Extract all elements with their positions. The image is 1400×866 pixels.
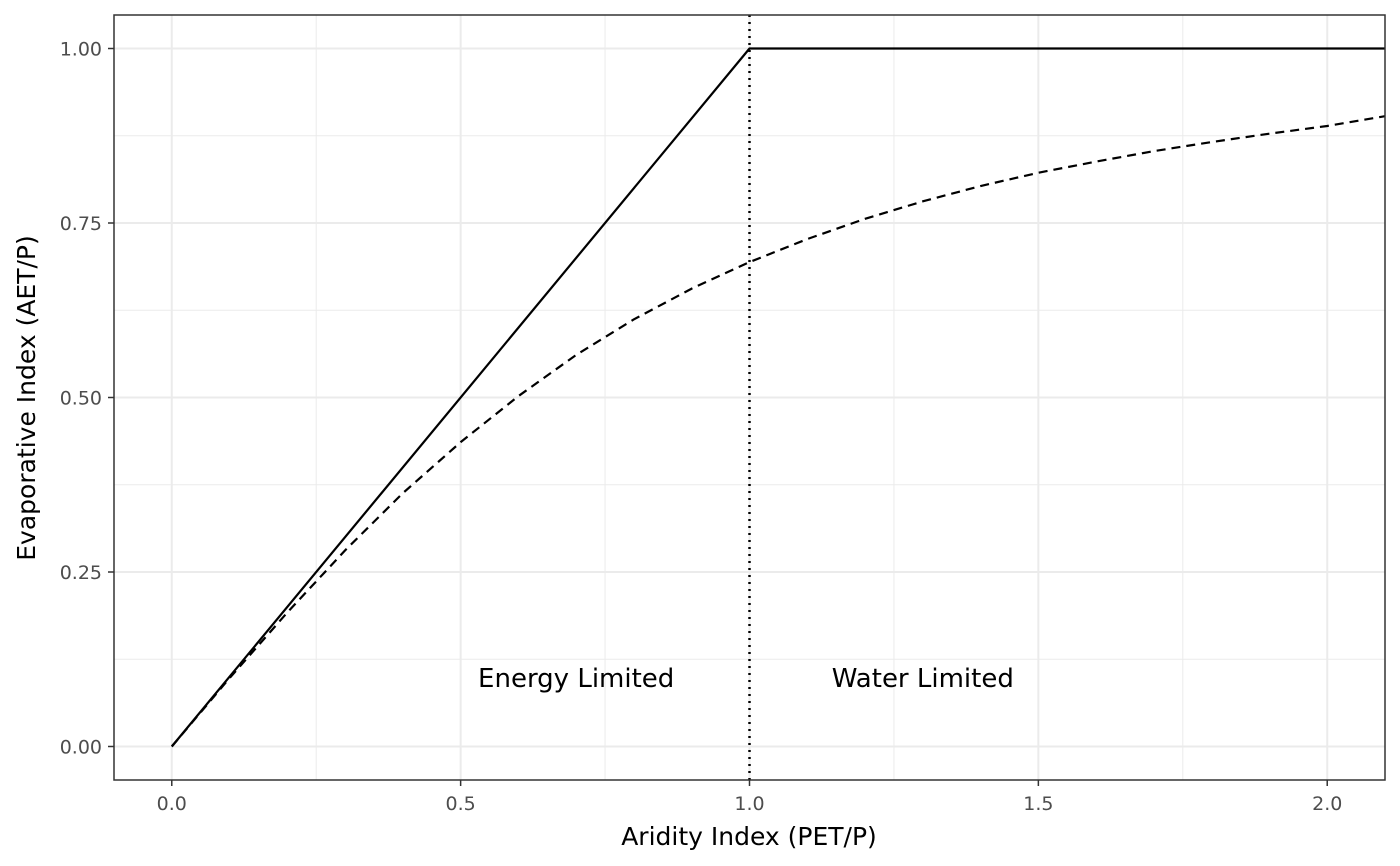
series-layer bbox=[170, 15, 1386, 780]
y-tick-label: 0.25 bbox=[60, 562, 102, 584]
y-tick-label: 0.50 bbox=[60, 388, 102, 410]
x-tick-label: 2.0 bbox=[1312, 793, 1342, 815]
y-tick-label: 0.75 bbox=[60, 213, 102, 235]
x-axis-title: Aridity Index (PET/P) bbox=[621, 822, 877, 851]
dashed-curve-line bbox=[170, 115, 1386, 748]
x-tick-label: 1.5 bbox=[1023, 793, 1053, 815]
y-tick-label: 1.00 bbox=[60, 39, 102, 61]
x-axis-ticks: 0.0 0.5 1.0 1.5 2.0 bbox=[157, 780, 1342, 815]
solid-limit-line bbox=[170, 47, 1385, 748]
annotation-layer: Energy Limited Water Limited bbox=[478, 664, 1014, 694]
y-axis-ticks: 0.00 0.25 0.50 0.75 1.00 bbox=[60, 39, 114, 758]
annotation-label: Energy Limited bbox=[478, 664, 674, 694]
y-axis-title: Evaporative Index (AET/P) bbox=[12, 235, 41, 561]
x-tick-label: 0.0 bbox=[157, 793, 187, 815]
y-tick-label: 0.00 bbox=[60, 736, 102, 758]
x-tick-label: 1.0 bbox=[734, 793, 764, 815]
annotation-label: Water Limited bbox=[832, 664, 1014, 694]
x-tick-label: 0.5 bbox=[446, 793, 476, 815]
